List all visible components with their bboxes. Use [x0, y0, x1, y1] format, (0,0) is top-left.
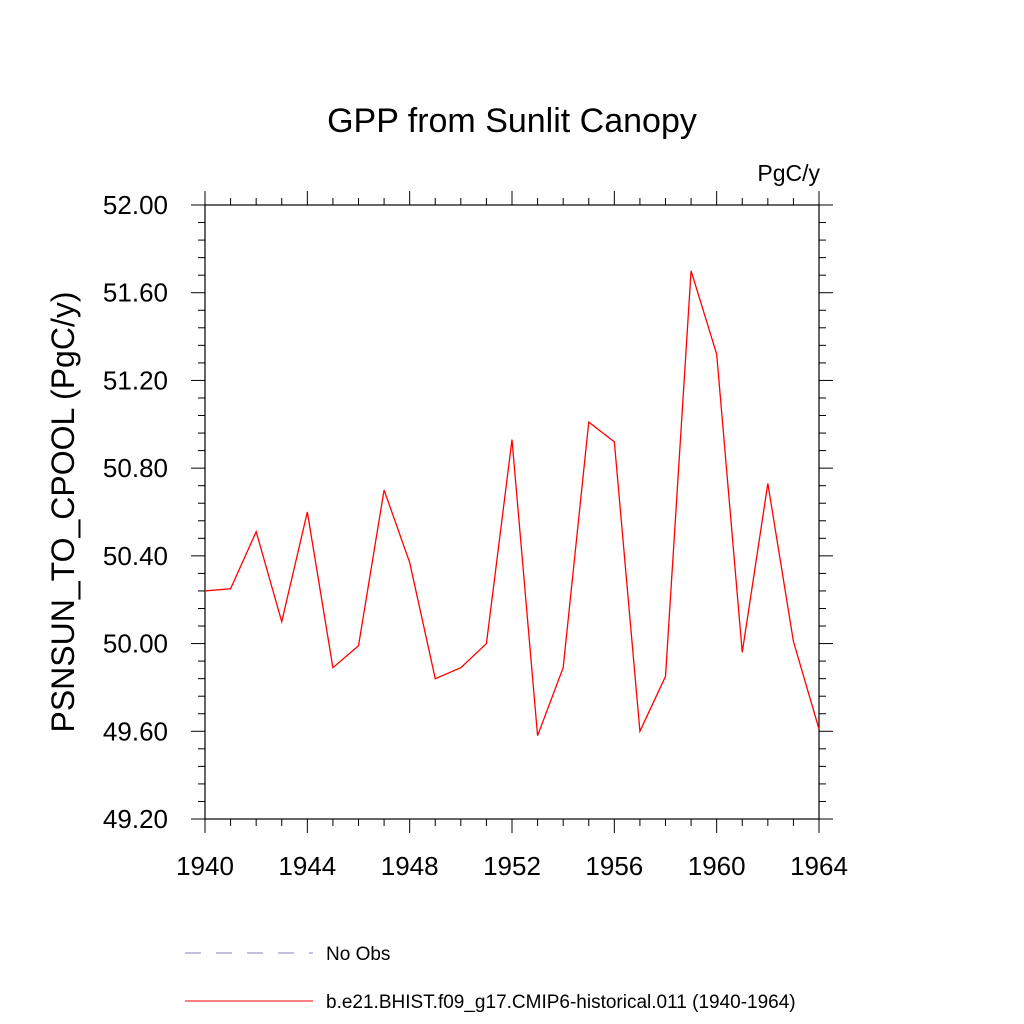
- x-tick-label: 1948: [381, 851, 439, 881]
- y-tick-label: 50.00: [103, 629, 168, 659]
- y-tick-label: 52.00: [103, 190, 168, 220]
- chart-title: GPP from Sunlit Canopy: [327, 102, 697, 140]
- y-tick-label: 49.60: [103, 716, 168, 746]
- x-tick-label: 1960: [688, 851, 746, 881]
- y-tick-label: 50.80: [103, 453, 168, 483]
- y-tick-label: 49.20: [103, 804, 168, 834]
- x-tick-label: 1952: [483, 851, 541, 881]
- y-axis-label: PSNSUN_TO_CPOOL (PgC/y): [45, 292, 81, 733]
- x-tick-label: 1956: [585, 851, 643, 881]
- series-lines: [204, 270, 820, 736]
- y-tick-label: 51.20: [103, 365, 168, 395]
- series-line-historical: [204, 270, 820, 736]
- plot-frame: [204, 204, 820, 820]
- legend-label-no-obs: No Obs: [326, 944, 390, 965]
- x-tick-labels: 1940 1944 1948 1952 1956 1960 1964: [176, 851, 848, 881]
- y-tick-label: 51.60: [103, 278, 168, 308]
- x-tick-label: 1944: [278, 851, 336, 881]
- x-tick-label: 1940: [176, 851, 234, 881]
- units-label: PgC/y: [757, 160, 820, 186]
- legend-label-historical: b.e21.BHIST.f09_g17.CMIP6-historical.011…: [326, 992, 796, 1013]
- y-tick-labels: 49.20 49.60 50.00 50.40 50.80 51.20 51.60 52.00: [103, 190, 168, 834]
- legend: No Obs b.e21.BHIST.f09_g17.CMIP6-histori…: [185, 944, 796, 1013]
- x-tick-label: 1964: [790, 851, 848, 881]
- tick-marks: [191, 191, 833, 833]
- y-tick-label: 50.40: [103, 541, 168, 571]
